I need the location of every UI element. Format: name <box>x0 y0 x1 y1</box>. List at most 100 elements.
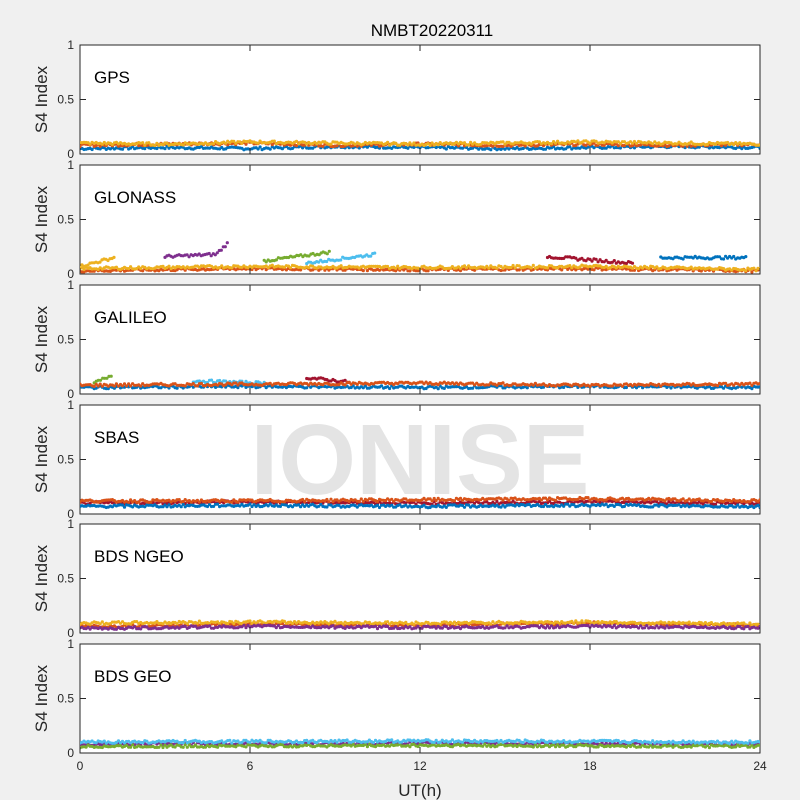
data-point <box>533 381 538 385</box>
data-point <box>361 499 365 503</box>
data-point <box>248 502 252 506</box>
data-point <box>230 500 234 504</box>
data-point <box>578 621 582 625</box>
data-point <box>545 266 550 270</box>
data-point <box>537 140 542 144</box>
data-point <box>663 626 667 630</box>
data-point <box>758 385 760 389</box>
data-point <box>527 502 531 507</box>
data-point <box>213 253 217 257</box>
data-point <box>709 499 714 504</box>
data-point <box>274 258 278 262</box>
data-point <box>205 504 210 509</box>
data-point <box>404 497 408 501</box>
data-point <box>355 382 359 386</box>
data-points <box>80 738 760 750</box>
data-point <box>612 623 616 628</box>
data-point <box>232 139 236 143</box>
data-point <box>549 624 554 628</box>
data-point <box>325 497 329 502</box>
data-point <box>244 142 248 146</box>
data-point <box>98 378 103 382</box>
data-point <box>736 503 740 507</box>
data-point <box>440 626 444 630</box>
data-point <box>655 265 659 269</box>
data-point <box>112 384 116 388</box>
data-point <box>444 147 448 151</box>
y-tick-label: 0 <box>67 626 74 640</box>
panel-label: GLONASS <box>94 188 176 207</box>
data-point <box>570 266 574 270</box>
data-point <box>612 504 616 508</box>
data-point <box>634 141 639 145</box>
data-point <box>507 498 511 503</box>
data-point <box>268 381 272 385</box>
data-point <box>596 260 600 264</box>
data-point <box>361 622 365 626</box>
data-point <box>120 384 125 388</box>
data-point <box>430 141 434 145</box>
data-point <box>129 265 133 269</box>
data-point <box>181 499 185 504</box>
data-point <box>270 263 274 267</box>
data-point <box>487 266 491 270</box>
data-point <box>645 624 649 628</box>
data-point <box>244 626 248 630</box>
y-axis-label: S4 Index <box>32 305 51 373</box>
data-point <box>754 269 758 273</box>
data-point <box>327 249 331 253</box>
data-point <box>230 266 234 270</box>
data-point <box>288 266 293 270</box>
data-point <box>232 621 236 626</box>
data-point <box>748 500 752 504</box>
data-point <box>562 504 566 508</box>
data-point <box>677 503 681 507</box>
data-point <box>616 140 620 144</box>
data-point <box>141 382 145 386</box>
data-point <box>442 386 446 390</box>
data-point <box>566 502 570 506</box>
data-point <box>264 260 268 264</box>
data-point <box>183 384 187 388</box>
data-point <box>499 505 503 509</box>
data-point <box>420 626 424 630</box>
panel-axes-box <box>79 284 761 395</box>
data-point <box>430 499 434 503</box>
data-point <box>408 269 412 273</box>
data-point <box>365 269 369 273</box>
data-point <box>185 253 189 257</box>
data-point <box>307 383 311 387</box>
data-point <box>669 386 673 390</box>
data-point <box>495 266 499 270</box>
data-point <box>139 384 143 388</box>
data-point <box>256 141 260 145</box>
data-point <box>278 504 282 508</box>
data-point <box>752 266 756 270</box>
data-point <box>272 139 276 143</box>
data-point <box>133 625 137 629</box>
data-point <box>758 143 760 147</box>
data-point <box>756 503 760 507</box>
data-point <box>321 144 325 148</box>
data-point <box>339 264 343 268</box>
data-point <box>404 620 408 625</box>
data-point <box>96 384 100 388</box>
data-point <box>179 505 183 509</box>
y-axis-label: S4 Index <box>32 544 51 612</box>
data-points <box>80 495 760 510</box>
data-point <box>580 256 584 260</box>
panel-axes-box <box>79 523 761 634</box>
data-point <box>219 248 223 252</box>
data-point <box>127 267 131 271</box>
data-point <box>406 146 410 150</box>
data-point <box>218 266 222 270</box>
data-point <box>426 269 430 273</box>
data-point <box>554 498 558 502</box>
data-point <box>758 381 760 386</box>
data-point <box>256 147 260 151</box>
data-point <box>347 499 351 503</box>
data-point <box>127 382 131 386</box>
data-point <box>574 256 578 260</box>
data-point <box>744 255 748 259</box>
